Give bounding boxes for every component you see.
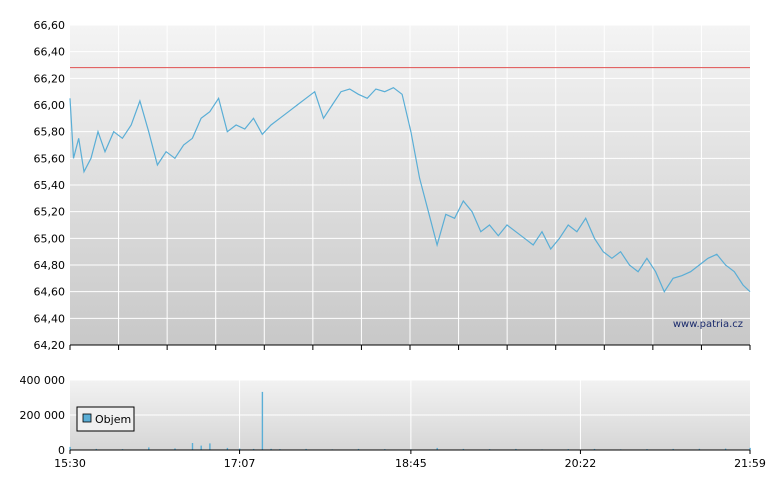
volume-x-axis-labels: 15:30 17:07 18:45 20:22 21:59: [54, 450, 766, 470]
volume-y-tick-label: 0: [58, 444, 65, 457]
price-x-ticks: [69, 345, 751, 350]
price-y-tick-label: 66,40: [34, 46, 66, 59]
volume-y-tick-label: 400 000: [20, 374, 66, 387]
volume-bar: [261, 391, 264, 450]
volume-bar: [239, 448, 241, 450]
price-y-tick-label: 64,80: [34, 259, 66, 272]
volume-bar: [95, 448, 97, 450]
volume-bar: [515, 448, 517, 450]
price-y-tick-label: 65,00: [34, 232, 66, 245]
price-y-axis: 64,20 64,40 64,60 64,80 65,00 65,20 65,40 65,60…: [34, 19, 66, 352]
x-tick-label: 17:07: [224, 457, 256, 470]
legend: Objem: [76, 406, 135, 432]
volume-bar: [191, 443, 194, 450]
price-y-tick-label: 65,60: [34, 152, 66, 165]
volume-bar: [593, 448, 596, 450]
volume-bar: [462, 448, 465, 450]
volume-bar: [436, 447, 438, 450]
volume-bar: [749, 447, 751, 450]
volume-gridlines: [70, 379, 750, 450]
price-y-tick-label: 64,40: [34, 312, 66, 325]
volume-bar: [305, 448, 307, 450]
volume-bar: [270, 448, 272, 450]
x-tick-label: 18:45: [395, 457, 427, 470]
legend-swatch: [82, 413, 92, 423]
volume-chart: 0 200 000 400 000 15:30 17:07 18:45 20:22 21:5…: [20, 374, 766, 470]
legend-label: Objem: [95, 413, 131, 426]
price-y-tick-label: 65,40: [34, 179, 66, 192]
price-chart: 64,20 64,40 64,60 64,80 65,00 65,20 65,40 65,60…: [34, 19, 751, 352]
price-y-tick-label: 65,20: [34, 206, 66, 219]
volume-bar: [357, 448, 360, 450]
price-gridlines: [70, 24, 750, 345]
volume-bar: [69, 446, 71, 450]
price-y-tick-label: 64,20: [34, 339, 66, 352]
volume-y-tick-label: 200 000: [20, 409, 66, 422]
price-y-tick-label: 66,00: [34, 99, 66, 112]
price-series-line: [69, 87, 751, 293]
price-y-tick-label: 66,60: [34, 19, 66, 32]
x-tick-label: 21:59: [734, 457, 766, 470]
volume-bar: [252, 448, 255, 450]
volume-bar: [672, 448, 674, 450]
volume-bar: [200, 445, 202, 450]
volume-bar: [148, 447, 150, 450]
price-y-tick-label: 65,80: [34, 126, 66, 139]
price-y-tick-label: 64,60: [34, 286, 66, 299]
volume-bar: [209, 443, 211, 450]
volume-bar: [226, 447, 229, 450]
volume-bar: [724, 448, 727, 450]
volume-bar: [174, 448, 176, 450]
volume-bar: [698, 448, 701, 450]
volume-y-axis: 0 200 000 400 000: [20, 374, 66, 457]
price-y-tick-label: 66,20: [34, 72, 66, 85]
x-tick-label: 15:30: [54, 457, 86, 470]
x-tick-label: 20:22: [565, 457, 597, 470]
watermark: www.patria.cz: [673, 319, 743, 330]
